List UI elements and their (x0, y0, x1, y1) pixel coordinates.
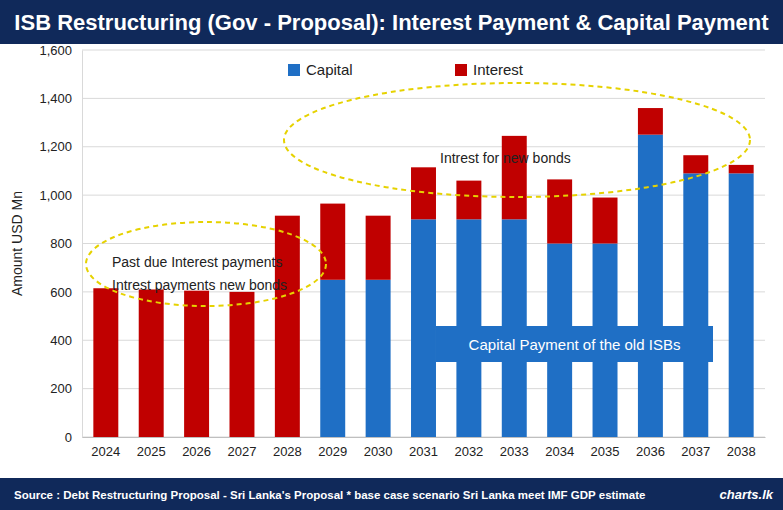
bar (139, 289, 164, 437)
bar (366, 280, 391, 437)
bar (729, 165, 754, 173)
x-tick-label: 2030 (364, 444, 393, 459)
legend-label: Interest (473, 61, 524, 78)
series-0 (320, 135, 753, 437)
bar (502, 136, 527, 219)
annotation: Capital Payment of the old ISBs (469, 336, 681, 353)
x-tick: 2037 (681, 437, 710, 459)
x-tick-label: 2026 (182, 444, 211, 459)
y-tick-label: 1,000 (39, 188, 72, 203)
legend-swatch (455, 64, 467, 76)
x-tick: 2027 (228, 437, 257, 459)
bar (547, 179, 572, 243)
bar (366, 216, 391, 280)
x-tick: 2028 (273, 437, 302, 459)
x-tick-label: 2024 (91, 444, 120, 459)
x-tick: 2031 (409, 437, 438, 459)
x-tick-label: 2029 (318, 444, 347, 459)
y-tick-label: 200 (50, 381, 72, 396)
grid-line (82, 98, 765, 99)
x-tick: 2034 (545, 437, 574, 459)
y-tick: 1,200 (39, 139, 82, 154)
legend-label: Capital (306, 61, 353, 78)
y-tick: 800 (50, 236, 82, 251)
y-tick: 1,000 (39, 188, 82, 203)
x-axis: 2024 2025 2026 2027 2028 2029 2030 2031 2032 2033… (83, 437, 766, 459)
bar (320, 280, 345, 437)
title: ISB Restructuring (Gov - Proposal): Inte… (14, 10, 769, 35)
bar (683, 173, 708, 437)
x-tick: 2035 (591, 437, 620, 459)
bar (411, 219, 436, 437)
x-tick-label: 2027 (228, 444, 257, 459)
y-tick: 1,400 (39, 91, 82, 106)
source: Source : Debt Restructuring Proposal - S… (14, 489, 645, 501)
annotation: Past due Interest payments (112, 254, 282, 270)
y-tick-label: 0 (65, 430, 72, 445)
y-tick-label: 1,200 (39, 139, 72, 154)
x-tick: 2024 (91, 437, 120, 459)
x-tick: 2038 (727, 437, 756, 459)
bar (638, 108, 663, 135)
annotation-box (436, 326, 713, 362)
x-tick: 2026 (182, 437, 211, 459)
x-tick: 2029 (318, 437, 347, 459)
bar (275, 216, 300, 437)
y-tick-label: 1,400 (39, 91, 72, 106)
x-tick-label: 2032 (454, 444, 483, 459)
x-tick-label: 2035 (591, 444, 620, 459)
y-tick-label: 1,600 (39, 43, 72, 58)
logo: charts.lk (720, 487, 774, 502)
chart: ISB Restructuring (Gov - Proposal): Inte… (0, 0, 783, 510)
bar (638, 135, 663, 437)
annotation: Intrest for new bonds (440, 150, 571, 166)
bar (184, 291, 209, 437)
y-axis-title: Amount USD Mn (9, 191, 25, 296)
x-tick: 2030 (364, 437, 393, 459)
x-tick-label: 2038 (727, 444, 756, 459)
footer-banner (0, 478, 783, 510)
annotation: Intrest payments new bonds (112, 277, 287, 293)
grid (82, 50, 765, 437)
x-tick-label: 2028 (273, 444, 302, 459)
x-tick: 2032 (454, 437, 483, 459)
bars (93, 108, 753, 437)
x-tick: 2025 (137, 437, 166, 459)
bar (229, 292, 254, 437)
x-tick: 2033 (500, 437, 529, 459)
y-axis: 0 200 400 600 800 1,000 1,200 1,400 1,600 (39, 43, 82, 445)
annotation-ellipse (86, 222, 326, 306)
title-banner (0, 0, 783, 44)
y-tick: 1,600 (39, 43, 82, 58)
annotation-ellipse (284, 83, 750, 197)
y-tick: 0 (65, 430, 82, 445)
bar (593, 198, 618, 244)
bar (683, 155, 708, 173)
y-axis-line (82, 51, 83, 438)
x-tick-label: 2034 (545, 444, 574, 459)
bar (320, 204, 345, 280)
x-tick-label: 2031 (409, 444, 438, 459)
plot: 02004006008001,0001,2001,4001,6002024202… (39, 43, 765, 460)
y-tick-label: 600 (50, 285, 72, 300)
y-tick: 400 (50, 333, 82, 348)
series-1 (93, 108, 753, 437)
x-axis-line (83, 437, 766, 438)
legend-swatch (288, 64, 300, 76)
y-tick-label: 800 (50, 236, 72, 251)
y-tick: 200 (50, 381, 82, 396)
y-tick-label: 400 (50, 333, 72, 348)
bar (729, 173, 754, 437)
x-tick-label: 2025 (137, 444, 166, 459)
x-tick: 2036 (636, 437, 665, 459)
bar (456, 181, 481, 220)
y-tick: 600 (50, 285, 82, 300)
x-tick-label: 2033 (500, 444, 529, 459)
x-tick-label: 2037 (681, 444, 710, 459)
bar (93, 288, 118, 437)
legend: Capital Interest (288, 61, 524, 78)
annotations: Past due Interest payments Intrest paymen… (86, 83, 750, 362)
x-tick-label: 2036 (636, 444, 665, 459)
grid-line (82, 50, 765, 51)
